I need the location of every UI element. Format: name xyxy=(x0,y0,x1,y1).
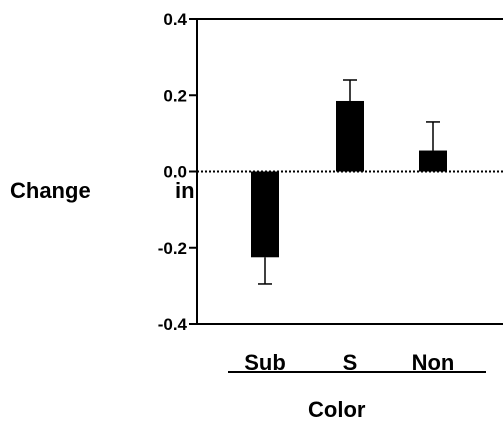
y-tick-label: 0.0 xyxy=(163,163,187,182)
y-axis-label-part-1: Change xyxy=(10,178,91,203)
axes xyxy=(196,18,503,373)
y-tick-label: -0.2 xyxy=(158,239,187,258)
category-label: Non xyxy=(412,350,455,375)
y-tick-label: -0.4 xyxy=(158,315,188,334)
x-categories: Sub S Non xyxy=(244,350,454,375)
y-tick-label: 0.4 xyxy=(163,10,187,29)
y-axis-label-part-2: in xyxy=(175,178,195,203)
bar xyxy=(419,150,447,172)
bar xyxy=(336,100,364,172)
bars xyxy=(251,79,447,285)
x-axis-label: Color xyxy=(308,397,366,422)
category-label: S xyxy=(343,350,358,375)
category-label: Sub xyxy=(244,350,286,375)
y-ticks: -0.4 -0.2 0.0 0.2 0.4 xyxy=(158,10,197,334)
bar xyxy=(251,171,279,258)
y-tick-label: 0.2 xyxy=(163,86,187,105)
